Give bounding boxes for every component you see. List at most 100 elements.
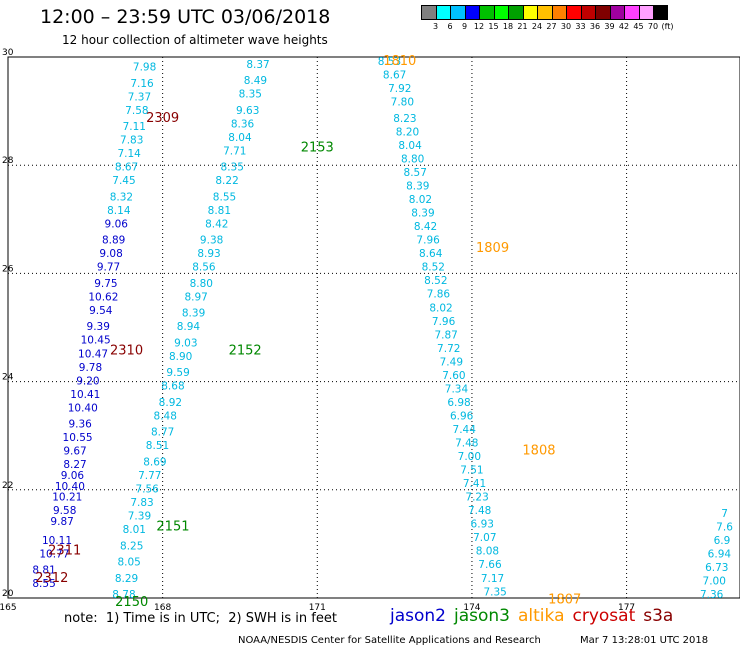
wave-height-value: 7.00	[703, 575, 726, 587]
wave-height-value: 7.58	[125, 105, 148, 117]
color-swatch	[435, 5, 450, 20]
wave-height-value: 8.80	[190, 278, 213, 290]
wave-height-value: 9.75	[94, 278, 117, 290]
wave-height-value: 10.21	[52, 492, 82, 504]
wave-height-value: 7.80	[391, 97, 414, 109]
color-swatch	[580, 5, 595, 20]
wave-height-value: 8.92	[159, 397, 182, 409]
satellite-legend: jason2 jason3 altika cryosat s3a	[390, 606, 681, 626]
wave-height-value: 8.35	[239, 89, 262, 101]
pass-number-label: 1809	[476, 241, 509, 256]
wave-height-value: 8.32	[110, 191, 133, 203]
color-swatch	[551, 5, 566, 20]
wave-height-value: 8.29	[115, 573, 138, 585]
wave-height-value: 9.54	[89, 305, 113, 317]
wave-height-value: 8.81	[208, 205, 231, 217]
wave-height-value: 8.06	[138, 34, 162, 46]
wave-height-value: 8.64	[419, 248, 443, 260]
color-scale-label: 70	[647, 22, 659, 31]
pass-number-label: 1807	[548, 592, 581, 607]
wave-height-value: 7.49	[440, 356, 463, 368]
wave-height-value: 8.81	[32, 565, 55, 577]
color-scale-swatches	[421, 5, 668, 20]
generated-timestamp: Mar 7 13:28:01 UTC 2018	[580, 635, 709, 646]
wave-height-value: 8.15	[262, 2, 285, 14]
wave-height-value: 8.67	[115, 162, 138, 174]
wave-height-value: 10.40	[68, 402, 98, 414]
wave-height-value: 7.20	[135, 48, 158, 60]
y-tick-label: 22	[2, 481, 13, 491]
wave-height-value: 7.87	[434, 329, 457, 341]
color-swatch	[624, 5, 639, 20]
wave-height-value: 8.48	[154, 410, 177, 422]
wave-height-value: 8.27	[63, 459, 86, 471]
pass-number-label: 2310	[110, 344, 143, 359]
wave-height-value: 9.36	[68, 419, 92, 431]
wave-height-value: 7.83	[130, 497, 153, 509]
color-scale-label: 6	[447, 22, 453, 31]
wave-height-value: 6.94	[708, 548, 732, 560]
wave-height-value: 10.45	[81, 335, 111, 347]
wave-height-value: 7.17	[481, 573, 504, 585]
pass-number-label: 2312	[35, 571, 68, 586]
wave-height-value: 10.62	[88, 291, 118, 303]
wave-height-value: 7.56	[135, 484, 159, 496]
wave-height-value: 7.07	[473, 532, 496, 544]
wave-height-value: 7.11	[123, 121, 146, 133]
pass-number-label: 2150	[115, 595, 148, 610]
color-scale-label: 45	[633, 22, 644, 31]
wave-height-value: 10.41	[70, 389, 100, 401]
wave-height-value: 8.55	[32, 578, 55, 590]
color-scale-label: 39	[604, 22, 615, 31]
wave-height-value: 8.97	[184, 291, 207, 303]
color-swatch	[609, 5, 624, 20]
wave-height-value: 8.35	[221, 162, 244, 174]
wave-height-value: 9.78	[79, 362, 102, 374]
wave-height-value: 7.26	[254, 32, 278, 44]
wave-height-value: 7.72	[437, 343, 460, 355]
wave-height-value: 7.37	[128, 91, 151, 103]
color-swatch	[566, 5, 581, 20]
color-scale-label: 3	[432, 22, 439, 31]
x-tick-label: 174	[463, 603, 480, 613]
wave-height-value: 7.44	[453, 424, 477, 436]
x-tick-label: 165	[0, 603, 17, 613]
wave-height-value: 7.83	[251, 45, 274, 57]
wave-height-value: 7.71	[223, 145, 246, 157]
wave-height-value: 7.92	[388, 83, 411, 95]
color-scale-labels: 3 6 9 12 15 18 21 24 27 30 33 36 39 42 45 70 (ft)	[421, 20, 674, 32]
pass-number-label: 2151	[156, 519, 189, 534]
wave-height-value: 7.36	[700, 589, 724, 601]
wave-height-value: 8.36	[231, 118, 255, 130]
wave-height-value: 8.68	[161, 381, 184, 393]
color-scale-label: 12	[473, 22, 485, 31]
wave-height-value: 8.80	[401, 153, 424, 165]
wave-height-value: 8.23	[393, 113, 416, 125]
color-scale-label: 27	[546, 22, 557, 31]
wave-height-value: 7.6	[716, 521, 733, 533]
wave-height-value: 8.39	[411, 208, 434, 220]
color-scale-label: 33	[575, 22, 586, 31]
color-scale-label: 24	[531, 22, 543, 31]
wave-height-value: 8.89	[102, 235, 125, 247]
satellite-legend-item: s3a	[643, 606, 674, 626]
pass-number-label: 2309	[146, 111, 179, 126]
satellite-legend-item: jason3	[454, 606, 510, 626]
wave-height-value: 7.96	[416, 235, 440, 247]
wave-height-value: 8.14	[107, 205, 131, 217]
wave-height-value: 7.48	[468, 505, 491, 517]
wave-height-value: 8.77	[151, 427, 174, 439]
color-scale-label: 15	[488, 22, 499, 31]
wave-height-value: 8.51	[146, 440, 169, 452]
wave-height-value: 9.77	[97, 262, 120, 274]
wave-height-value: 9.06	[105, 218, 129, 230]
wave-height-value: 8.42	[414, 221, 437, 233]
wave-height-value: 7.48	[455, 438, 478, 450]
wave-height-value: 7.51	[460, 465, 483, 477]
color-scale-label: 30	[560, 22, 572, 31]
pass-number-label: 2152	[229, 344, 262, 359]
wave-height-value: 8.20	[396, 126, 419, 138]
wave-height-value: 7.00	[458, 451, 481, 463]
wave-height-value: 7.16	[130, 78, 154, 90]
